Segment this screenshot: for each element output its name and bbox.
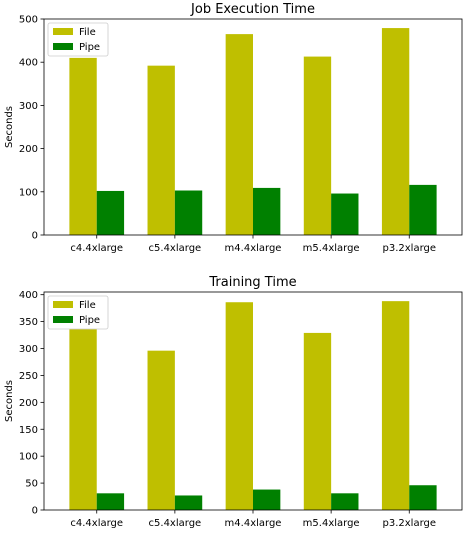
bar-pipe-3: [331, 193, 359, 235]
bar-file-2: [225, 302, 253, 510]
y-tick-label: 500: [19, 15, 38, 26]
x-tick-label: c4.4xlarge: [70, 518, 123, 529]
legend-swatch-file: [53, 301, 73, 308]
bar-file-2: [225, 34, 253, 236]
legend: File Pipe: [47, 295, 109, 330]
bar-file-3: [303, 56, 332, 235]
bar-pipe-2: [253, 489, 281, 510]
legend-label-pipe: Pipe: [79, 315, 100, 326]
bar-pipe-0: [96, 493, 125, 510]
chart-title: Job Execution Time: [190, 2, 315, 17]
y-tick-label: 350: [19, 317, 38, 328]
y-tick-label: 100: [19, 187, 38, 198]
x-tick-label: p3.2xlarge: [383, 518, 437, 529]
x-tick-label: c5.4xlarge: [149, 518, 202, 529]
legend-label-pipe: Pipe: [79, 42, 100, 53]
y-tick-label: 200: [19, 398, 38, 409]
bar-pipe-0: [96, 190, 125, 235]
legend-swatch-pipe: [53, 316, 73, 323]
x-tick-label: m4.4xlarge: [225, 243, 282, 254]
y-tick-label: 100: [19, 452, 38, 463]
y-axis-label: Seconds: [4, 106, 15, 148]
bar-file-0: [69, 57, 97, 235]
legend: File Pipe: [47, 22, 109, 57]
x-tick-label: m5.4xlarge: [303, 518, 360, 529]
y-tick-label: 0: [32, 506, 38, 517]
x-tick-label: c4.4xlarge: [70, 243, 123, 254]
chart-0: 0 100 200 300 400 500 c4.4xlarge c5.4xlarge m4.4…: [4, 2, 463, 254]
y-tick-label: 200: [19, 144, 38, 155]
bar-file-4: [381, 301, 410, 510]
x-tick-label: p3.2xlarge: [383, 243, 437, 254]
x-tick-label: m4.4xlarge: [225, 518, 282, 529]
y-axis-label: Seconds: [4, 380, 15, 422]
bar-file-0: [69, 329, 97, 510]
bar-file-1: [147, 65, 175, 235]
x-tick-label: c5.4xlarge: [149, 243, 202, 254]
y-tick-label: 50: [25, 479, 38, 490]
legend-swatch-pipe: [53, 43, 73, 50]
y-tick-label: 300: [19, 101, 38, 112]
y-tick-label: 300: [19, 344, 38, 355]
y-tick-label: 0: [32, 231, 38, 242]
legend-label-file: File: [79, 27, 96, 38]
y-tick-label: 400: [19, 58, 38, 69]
bar-pipe-4: [409, 184, 437, 235]
bar-pipe-1: [174, 495, 203, 510]
bar-pipe-3: [331, 493, 359, 510]
bar-file-4: [381, 28, 410, 235]
bar-file-1: [147, 350, 175, 510]
chart-1: 0 50 100 150 200 250 300 350 400 c4.4xlarge c5.4xl…: [4, 275, 463, 529]
legend-swatch-file: [53, 28, 73, 35]
bar-file-3: [303, 332, 332, 510]
y-tick-label: 150: [19, 425, 38, 436]
x-tick-label: m5.4xlarge: [303, 243, 360, 254]
bar-pipe-1: [174, 190, 203, 235]
y-tick-label: 250: [19, 371, 38, 382]
y-tick-label: 400: [19, 290, 38, 301]
bar-pipe-2: [253, 187, 281, 235]
bar-pipe-4: [409, 485, 437, 510]
chart-title: Training Time: [208, 275, 296, 290]
legend-label-file: File: [79, 300, 96, 311]
